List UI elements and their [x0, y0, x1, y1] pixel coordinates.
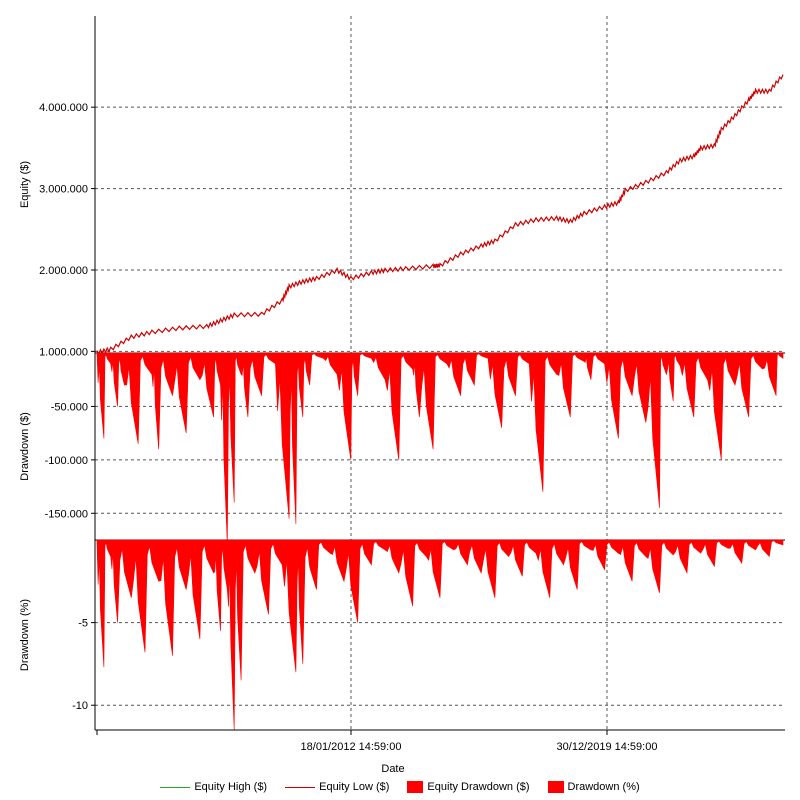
y-tick-label: -5 — [78, 618, 88, 630]
legend-item-equity-high: Equity High ($) — [160, 781, 267, 793]
legend-label-equity-high: Equity High ($) — [194, 781, 268, 793]
y-tick-label: -150.000 — [45, 508, 88, 520]
y-tick-label: 4.000.000 — [39, 102, 88, 114]
y-tick-label: -50.000 — [51, 401, 88, 413]
drawdown_usd-area — [96, 352, 784, 546]
x-axis-title: Date — [381, 763, 404, 775]
equity-line — [96, 74, 784, 356]
legend-marker-equity-high — [160, 786, 191, 788]
x-tick-label: 18/01/2012 14:59:00 — [301, 741, 402, 753]
x-tick-label: 30/12/2019 14:59:00 — [557, 741, 658, 753]
y-axis-title-equity: Equity ($) — [19, 161, 31, 208]
panel-equity: 1.000.000 2.000.000 3.000.000 4.000.000 Equi… — [19, 16, 785, 358]
y-axis-title-drawdown_usd: Drawdown ($) — [19, 412, 31, 480]
drawdown_pct-area — [96, 539, 784, 731]
y-tick-label: 2.000.000 — [39, 265, 88, 277]
y-tick-label: 3.000.000 — [39, 184, 88, 196]
legend-label-equity-drawdown: Equity Drawdown ($) — [427, 781, 530, 793]
y-tick-label: -10 — [72, 700, 88, 712]
y-axis-title-drawdown_pct: Drawdown (%) — [19, 599, 31, 671]
x-axis: 18/01/2012 14:59:00 30/12/2019 14:59:00 — [96, 730, 658, 753]
legend-item-equity-drawdown: Equity Drawdown ($) — [407, 781, 530, 793]
legend-label-drawdown-pct: Drawdown (%) — [567, 781, 640, 793]
legend-label-equity-low: Equity Low ($) — [319, 781, 390, 793]
y-tick-label: 1.000.000 — [39, 346, 88, 358]
panel-drawdown_usd: -50.000 -100.000 -150.000 Drawdown ($) — [19, 352, 785, 546]
legend-marker-equity-low — [285, 786, 316, 788]
panel-drawdown_pct: -5 -10 Drawdown (%) — [19, 539, 785, 731]
legend-item-equity-low: Equity Low ($) — [285, 781, 389, 793]
legend-marker-drawdown-pct — [547, 781, 564, 793]
legend-marker-equity-drawdown — [407, 781, 424, 793]
chart-legend: Equity High ($) Equity Low ($) Equity Dr… — [0, 777, 800, 797]
chart-panels: 1.000.000 2.000.000 3.000.000 4.000.000 Equi… — [19, 16, 785, 731]
y-tick-label: -100.000 — [45, 455, 88, 467]
legend-item-drawdown-pct: Drawdown (%) — [547, 781, 640, 793]
